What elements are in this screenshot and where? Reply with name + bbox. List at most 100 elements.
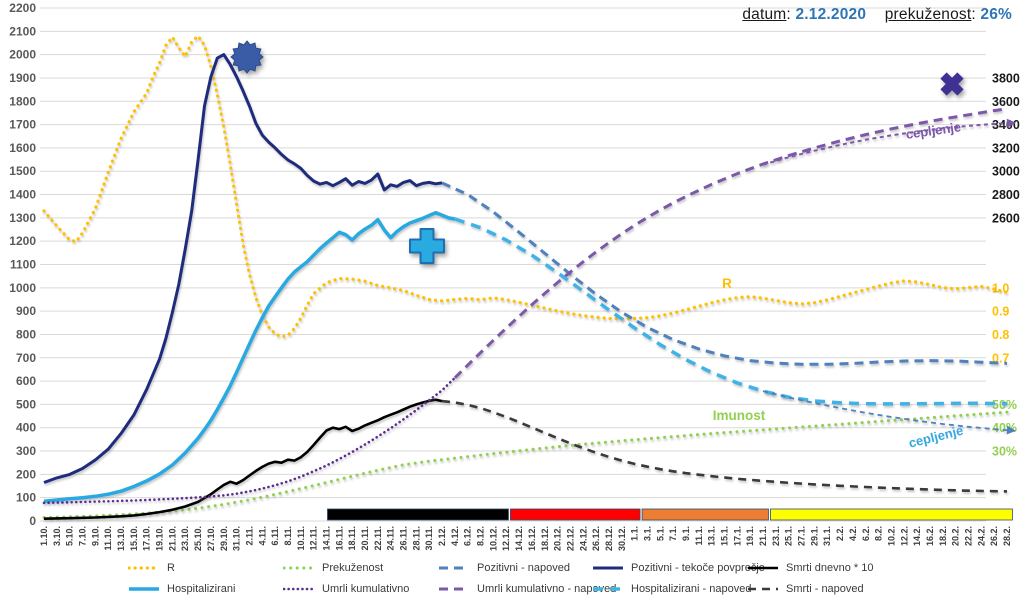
legend-item-umrli_kum_napoved: Umrli kumulativno - napoved: [438, 578, 616, 599]
legend-item-hosp_napoved: Hospitalizirani - napoved: [592, 578, 765, 599]
annotation-cepljenje: cepljenje: [907, 423, 965, 451]
right-axis-labels: 3800 3600 3400 3200 3000 2800 2600: [992, 71, 1020, 225]
x-axis-tick: 22.11.: [373, 526, 383, 551]
x-axis-tick: 10.11.: [296, 526, 306, 551]
x-axis-tick: 26.2.: [989, 526, 999, 546]
x-axis-tick: 4.12.: [450, 526, 460, 546]
x-axis-tick: 16.2.: [925, 526, 935, 546]
x-axis-tick: 31.1.: [822, 526, 832, 546]
left-axis-tick: 1900: [9, 71, 36, 85]
left-axis-tick: 1500: [9, 164, 36, 178]
left-axis-tick: 400: [16, 421, 36, 435]
legend-label-smrti_napoved: Smrti - napoved: [786, 582, 864, 595]
x-axis-tick: 18.2.: [938, 526, 948, 546]
x-axis-tick: 2.2.: [835, 526, 845, 541]
left-axis-tick: 1200: [9, 234, 36, 248]
x-axis-tick: 18.12.: [540, 526, 550, 551]
left-axis-tick: 200: [16, 467, 36, 481]
x-axis-tick: 30.11.: [424, 526, 434, 551]
left-axis-tick: 300: [16, 444, 36, 458]
x-axis-tick: 31.10.: [232, 526, 242, 551]
series-umrli_cepljenje: [762, 122, 1008, 166]
x-axis-tick: 9.10.: [90, 526, 100, 546]
arrowhead-umrli_cepljenje: [1006, 118, 1016, 128]
legend-swatch-pozitivni_avg: [593, 566, 623, 569]
x-axis-tick: 23.10.: [180, 526, 190, 551]
x-axis-tick: 2.12.: [437, 526, 447, 546]
x-axis-tick: 7.10.: [78, 526, 88, 546]
annotation-r: R: [722, 276, 732, 291]
left-axis-labels: 0 100 200 300 400 500 600 700 800 900 1000 1100 1200…: [9, 1, 36, 528]
legend-label-hosp_napoved: Hospitalizirani - napoved: [631, 582, 752, 595]
legend-item-pozitivni_avg: Pozitivni - tekoče povprečje: [592, 557, 765, 578]
left-axis-tick: 1100: [10, 258, 36, 272]
timeline-severity-bar: [327, 508, 1013, 521]
legend-column: Prekuženost Umrli kumulativno: [283, 557, 409, 599]
series-umrli_kumulativno: [42, 376, 457, 505]
percent-axis-labels-tick: 40%: [992, 421, 1017, 435]
percent-axis-labels: 50%40%30%: [992, 398, 1017, 459]
right-axis-labels-tick: 3200: [992, 141, 1020, 155]
left-axis-tick: 700: [16, 351, 36, 365]
left-axis-tick: 800: [16, 327, 36, 341]
left-axis-tick: 1700: [9, 118, 36, 132]
legend-label-prekuzenost: Prekuženost: [322, 561, 384, 574]
series-r: [42, 34, 1009, 339]
left-axis-tick: 1300: [9, 211, 36, 225]
prevalence-colon: :: [971, 6, 981, 23]
right-axis-labels-tick: 3400: [992, 118, 1020, 132]
x-axis-tick: 24.11.: [386, 526, 396, 551]
x-axis-tick: 22.2.: [963, 526, 973, 546]
legend-swatch-umrli_kumulativno: [283, 587, 315, 590]
x-axis-tick: 14.2.: [912, 526, 922, 546]
legend-swatch-pozitivni_napoved: [439, 566, 469, 569]
x-axis-tick: 28.2.: [1002, 526, 1012, 546]
prevalence-value: 26%: [980, 6, 1012, 23]
x-axis-tick: 20.11.: [360, 526, 370, 551]
x-axis-tick: 29.10.: [219, 526, 229, 551]
legend-label-umrli_kumulativno: Umrli kumulativno: [322, 582, 410, 595]
x-axis-tick: 17.10.: [142, 526, 152, 551]
x-axis-tick: 9.1.: [681, 526, 691, 541]
legend-swatch-r: [128, 565, 160, 570]
left-axis-tick: 500: [16, 397, 36, 411]
x-axis-tick: 5.1.: [655, 526, 665, 541]
x-axis-tick: 1.1.: [630, 526, 640, 541]
right-axis-labels-tick: 2600: [992, 211, 1020, 225]
x-axis-tick: 8.2.: [874, 526, 884, 541]
x-axis-tick: 21.1.: [758, 526, 768, 546]
x-axis-tick: 12.11.: [309, 526, 319, 551]
x-axis-tick: 25.10.: [193, 526, 203, 551]
hospital-cross-icon: [409, 228, 445, 264]
x-axis-tick: 17.1.: [732, 526, 742, 546]
legend-item-smrti_napoved: Smrti - napoved: [747, 578, 873, 599]
date-value: 2.12.2020: [795, 6, 867, 23]
left-axis-tick: 2200: [9, 1, 36, 15]
x-axis-tick: 1.10.: [39, 526, 49, 546]
x-axis-tick: 12.2.: [899, 526, 909, 546]
series-hosp_napoved: [454, 217, 1008, 406]
series-hospitalizirani: [43, 210, 456, 503]
gridlines: [40, 7, 986, 522]
x-axis-tick: 26.11.: [399, 526, 409, 551]
legend-item-prekuzenost: Prekuženost: [283, 557, 409, 578]
x-axis-tick: 4.11.: [257, 526, 267, 546]
x-axis-tick: 22.12.: [565, 526, 575, 551]
legend-item-hospitalizirani: Hospitalizirani: [128, 578, 235, 599]
legend-item-smrti_dnevno: Smrti dnevno * 10: [747, 557, 873, 578]
legend-swatch-umrli_kum_napoved: [439, 587, 469, 590]
prevalence-label: prekuženost: [884, 6, 972, 23]
x-axis-tick: 20.2.: [951, 526, 961, 546]
r-axis-labels: 1.00.90.80.7: [992, 281, 1009, 365]
legend-swatch-hosp_napoved: [593, 586, 623, 591]
legend-item-umrli_kumulativno: Umrli kumulativno: [283, 578, 409, 599]
r-axis-labels-tick: 0.8: [992, 328, 1009, 342]
legend-column: Pozitivni - tekoče povprečje Hospitalizir…: [592, 557, 765, 599]
legend-column: R Hospitalizirani: [128, 557, 235, 599]
x-axis-tick: 26.12.: [591, 526, 601, 551]
x-axis-tick: 19.10.: [155, 526, 165, 551]
right-axis-labels-tick: 3600: [992, 95, 1020, 109]
legend-label-smrti_dnevno: Smrti dnevno * 10: [786, 561, 874, 574]
x-axis-tick: 3.1.: [642, 526, 652, 541]
